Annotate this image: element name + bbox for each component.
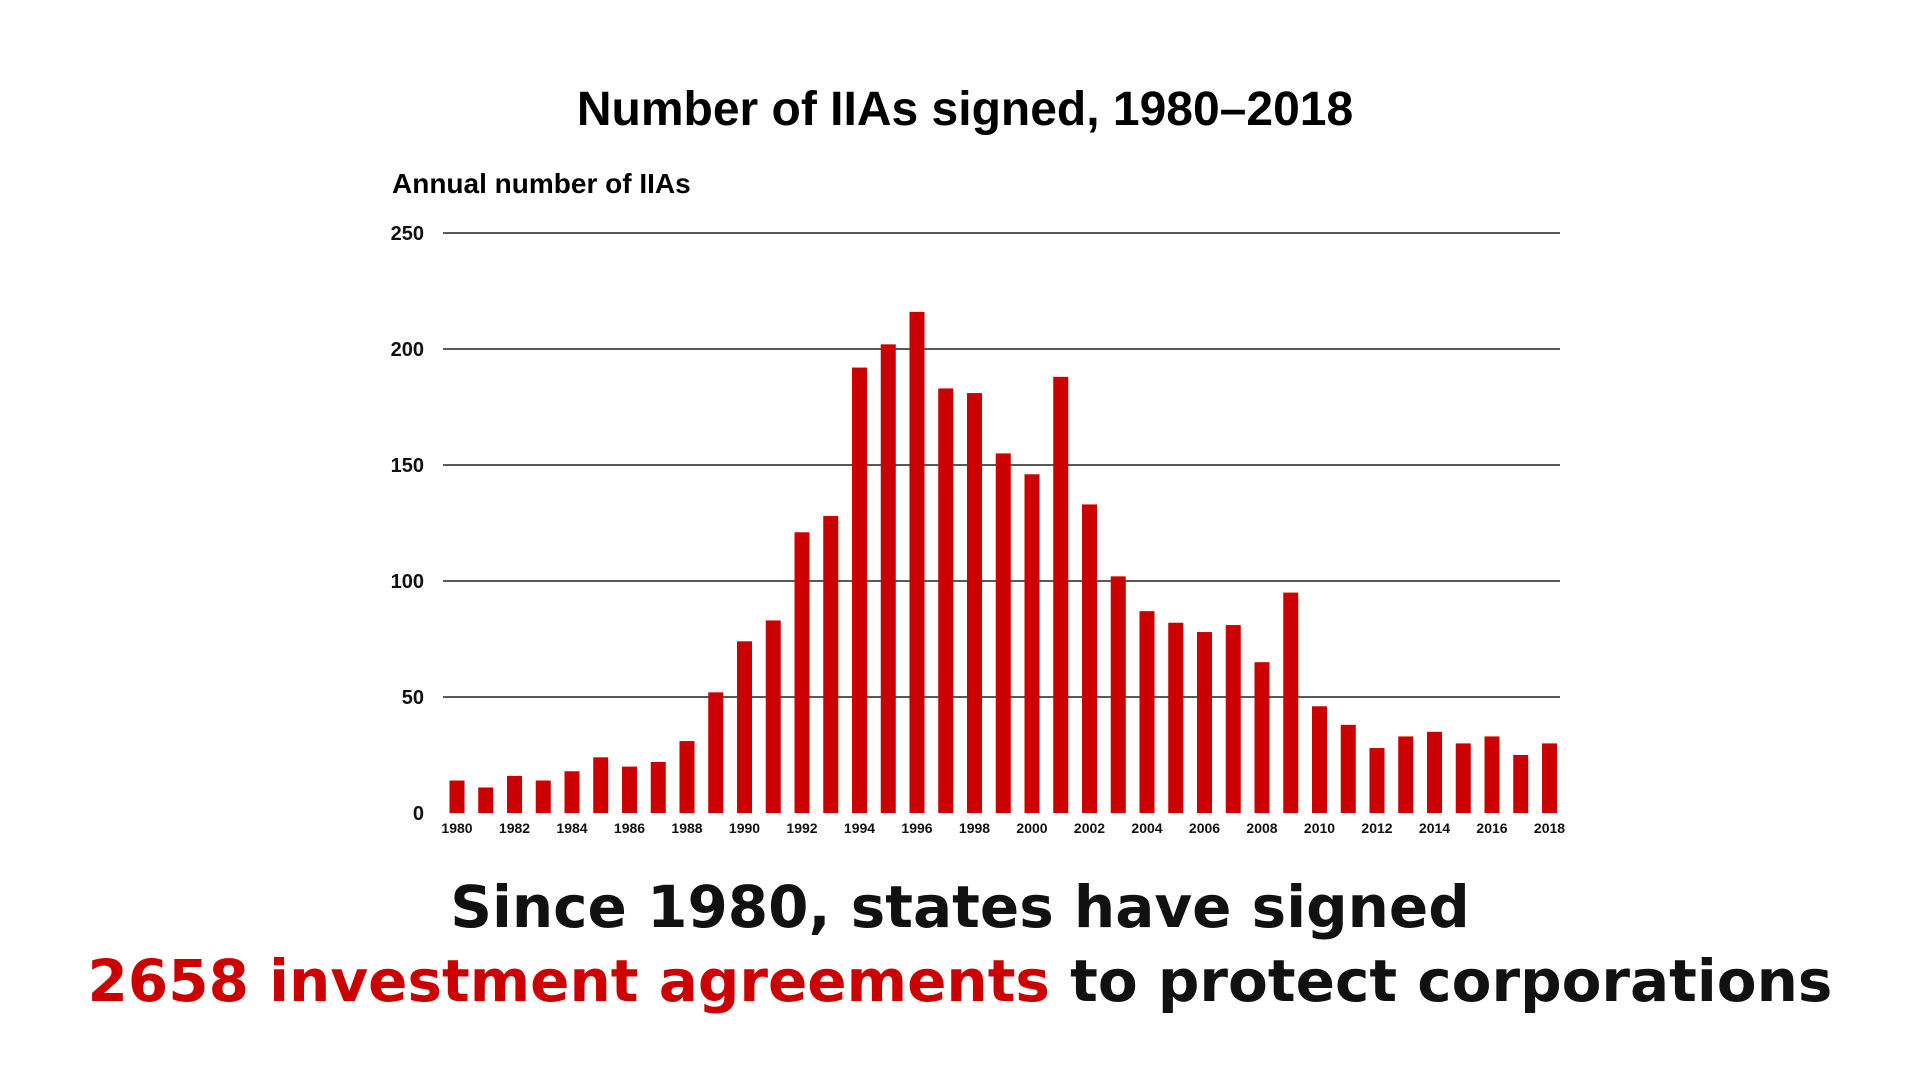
bar-1999 xyxy=(995,453,1011,813)
bar-2008 xyxy=(1254,662,1270,813)
x-tick-label-1980: 1980 xyxy=(441,820,472,836)
y-tick-label: 150 xyxy=(391,455,424,477)
bars xyxy=(449,311,1557,813)
bar-1980 xyxy=(449,780,465,813)
bar-1983 xyxy=(535,780,551,813)
x-tick-label-1994: 1994 xyxy=(844,820,875,836)
bar-2001 xyxy=(1053,376,1069,813)
bar-1985 xyxy=(593,757,609,813)
y-tick-label: 200 xyxy=(391,339,424,361)
y-tick-label: 250 xyxy=(391,223,424,245)
bar-2007 xyxy=(1225,625,1241,813)
bar-1981 xyxy=(478,787,494,813)
bar-2018 xyxy=(1542,743,1557,813)
x-tick-label-2008: 2008 xyxy=(1246,820,1277,836)
x-tick-labels: 1980 1982 1984 1986 1988 1990 1992 1994 1996 1998… xyxy=(441,820,1565,836)
bar-2014 xyxy=(1427,731,1442,813)
bar-1986 xyxy=(622,766,637,813)
bar-2010 xyxy=(1312,706,1327,813)
x-tick-label-1996: 1996 xyxy=(901,820,932,836)
x-tick-label-1990: 1990 xyxy=(729,820,760,836)
caption-line-1: Since 1980, states have signed xyxy=(450,873,1470,941)
x-tick-label-1998: 1998 xyxy=(959,820,990,836)
chart: Number of IIAs signed, 1980–2018 Annual … xyxy=(391,83,1566,836)
bar-1984 xyxy=(564,771,580,813)
bar-2002 xyxy=(1082,504,1097,813)
bar-1990 xyxy=(737,641,752,813)
caption-highlight: 2658 investment agreements xyxy=(87,947,1050,1015)
x-tick-label-2010: 2010 xyxy=(1304,820,1335,836)
x-tick-label-2002: 2002 xyxy=(1074,820,1105,836)
x-tick-label-2004: 2004 xyxy=(1131,820,1162,836)
y-tick-labels: 0 50 100 150 200 250 xyxy=(391,223,424,825)
bar-2000 xyxy=(1024,474,1040,813)
bar-1988 xyxy=(679,741,695,813)
bar-2013 xyxy=(1398,736,1414,813)
bar-1993 xyxy=(823,516,839,813)
bar-2016 xyxy=(1484,736,1500,813)
caption-rest: to protect corporations xyxy=(1049,947,1833,1015)
bar-1989 xyxy=(708,692,724,813)
bar-1992 xyxy=(794,532,810,813)
y-axis-label: Annual number of IIAs xyxy=(392,168,691,199)
x-tick-label-1992: 1992 xyxy=(786,820,817,836)
bar-2015 xyxy=(1455,743,1471,813)
x-tick-label-2000: 2000 xyxy=(1016,820,1047,836)
bar-1995 xyxy=(880,344,896,813)
bar-1997 xyxy=(938,388,954,813)
y-tick-label: 100 xyxy=(391,571,424,593)
x-tick-label-1984: 1984 xyxy=(556,820,587,836)
bar-2003 xyxy=(1110,576,1126,813)
x-tick-label-2006: 2006 xyxy=(1189,820,1220,836)
bar-1994 xyxy=(852,367,867,813)
x-tick-label-1988: 1988 xyxy=(671,820,702,836)
bar-1998 xyxy=(967,393,982,813)
caption-line-2: 2658 investment agreements to protect co… xyxy=(0,952,1920,1010)
x-tick-label-1986: 1986 xyxy=(614,820,645,836)
bar-2009 xyxy=(1283,592,1299,813)
x-tick-label-2018: 2018 xyxy=(1534,820,1565,836)
x-tick-label-1982: 1982 xyxy=(499,820,530,836)
bar-1982 xyxy=(507,775,522,813)
bar-2011 xyxy=(1340,724,1356,813)
bar-2004 xyxy=(1139,611,1155,813)
x-tick-label-2014: 2014 xyxy=(1419,820,1450,836)
bar-1996 xyxy=(909,311,925,813)
bar-2006 xyxy=(1197,632,1212,813)
bar-1987 xyxy=(650,761,666,813)
bar-1991 xyxy=(765,620,781,813)
bar-2017 xyxy=(1513,755,1529,813)
bar-2012 xyxy=(1369,748,1385,813)
y-tick-label: 0 xyxy=(413,803,424,825)
x-tick-label-2012: 2012 xyxy=(1361,820,1392,836)
chart-title: Number of IIAs signed, 1980–2018 xyxy=(577,83,1353,136)
bar-2005 xyxy=(1168,622,1184,813)
x-tick-label-2016: 2016 xyxy=(1476,820,1507,836)
y-tick-label: 50 xyxy=(402,687,424,709)
